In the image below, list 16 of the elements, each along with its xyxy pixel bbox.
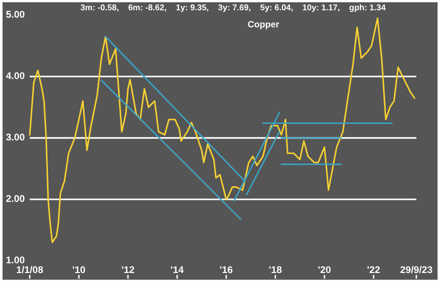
- y-tick-label: 5.00: [6, 10, 24, 18]
- annotation: 3m: -0.58, 6m: -8.62, 1y: 9.35, 3y: 7.69, 5y: 6.04, 10y: 1.17, gph: 1.34: [80, 4, 386, 12]
- x-tick-label: '20: [318, 266, 331, 274]
- x-tick-label: '22: [368, 266, 380, 274]
- y-tick-label: 2.00: [6, 195, 24, 202]
- text: Copper: [248, 21, 280, 30]
- y-tick-label: 1.00: [6, 256, 24, 264]
- x-tick-label: '18: [269, 266, 282, 274]
- y-tick-label: 3.00: [6, 134, 24, 141]
- x-tick-label: '16: [220, 266, 232, 274]
- y-tick-label: 4.00: [6, 72, 24, 80]
- x-tick-label: '14: [171, 266, 184, 274]
- x-tick-label: '12: [122, 266, 134, 274]
- x-tick-label: 1/1/08: [16, 266, 43, 274]
- x-tick-label: '10: [72, 266, 86, 274]
- x-tick-label: 29/9/23: [400, 266, 432, 274]
